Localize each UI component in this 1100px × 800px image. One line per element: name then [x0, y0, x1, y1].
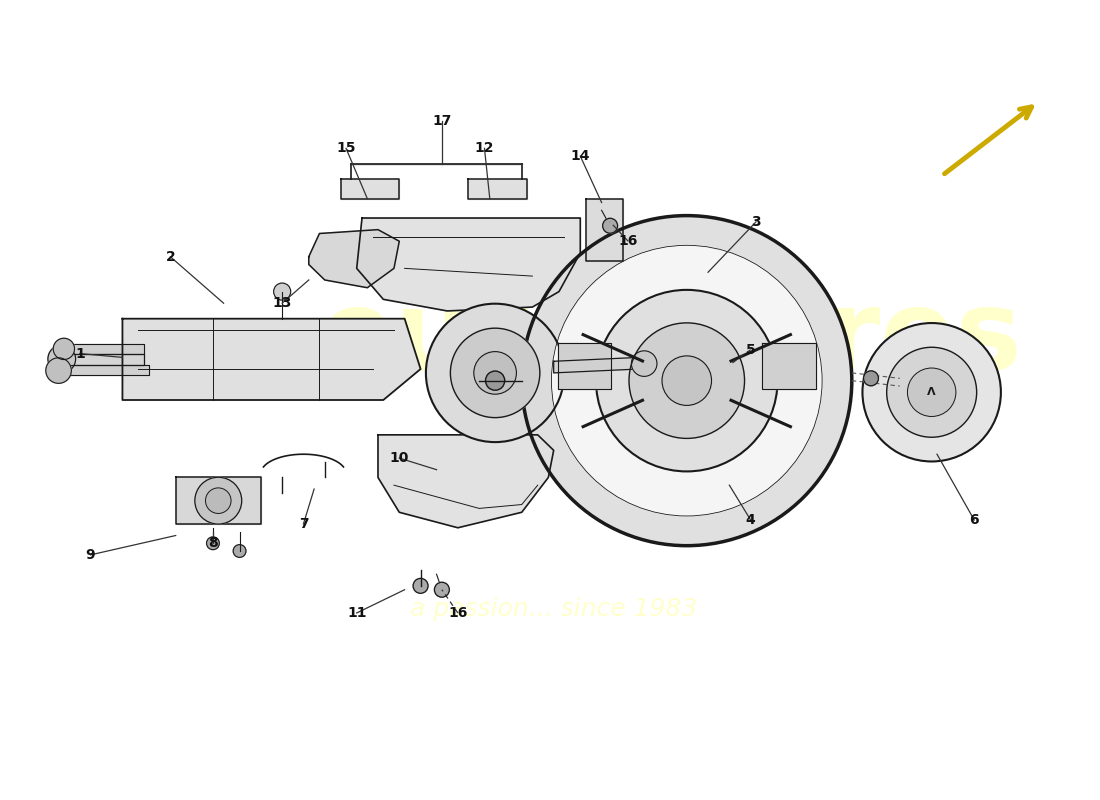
Polygon shape — [469, 179, 527, 198]
Circle shape — [631, 351, 657, 376]
Polygon shape — [69, 344, 144, 354]
Text: 10: 10 — [389, 451, 409, 465]
Circle shape — [629, 323, 745, 438]
Circle shape — [908, 368, 956, 417]
Circle shape — [233, 545, 246, 558]
Circle shape — [206, 488, 231, 514]
Circle shape — [596, 290, 778, 471]
Text: 9: 9 — [86, 548, 96, 562]
Polygon shape — [64, 354, 144, 365]
Polygon shape — [341, 179, 399, 198]
Text: 16: 16 — [618, 234, 638, 248]
Polygon shape — [762, 343, 816, 390]
Circle shape — [864, 371, 879, 386]
Text: 13: 13 — [273, 296, 292, 310]
Polygon shape — [585, 198, 623, 261]
Circle shape — [887, 347, 977, 438]
Circle shape — [414, 578, 428, 594]
Circle shape — [662, 356, 712, 406]
Text: a passion... since 1983: a passion... since 1983 — [410, 597, 697, 621]
Circle shape — [485, 371, 505, 390]
Circle shape — [195, 478, 242, 524]
Text: 8: 8 — [208, 536, 218, 550]
Circle shape — [48, 345, 76, 373]
Text: 16: 16 — [448, 606, 468, 620]
Circle shape — [434, 582, 449, 597]
Circle shape — [474, 352, 516, 394]
Text: 11: 11 — [346, 606, 366, 620]
Circle shape — [426, 304, 564, 442]
Text: 15: 15 — [337, 142, 355, 155]
Circle shape — [603, 218, 617, 234]
Text: 2: 2 — [165, 250, 175, 264]
Text: eurospares: eurospares — [319, 285, 1022, 391]
Polygon shape — [122, 318, 420, 400]
Circle shape — [521, 216, 851, 546]
Polygon shape — [309, 230, 399, 288]
Polygon shape — [558, 343, 612, 390]
Text: 1: 1 — [75, 346, 85, 361]
Text: 6: 6 — [969, 513, 979, 527]
Text: 3: 3 — [751, 215, 761, 229]
Text: 17: 17 — [432, 114, 452, 128]
Circle shape — [551, 246, 822, 516]
Circle shape — [207, 537, 219, 550]
Text: 4: 4 — [746, 513, 756, 527]
Text: 7: 7 — [298, 517, 308, 531]
Circle shape — [862, 323, 1001, 462]
Polygon shape — [176, 478, 261, 524]
Text: 5: 5 — [746, 342, 756, 357]
Text: Λ: Λ — [927, 387, 936, 398]
Circle shape — [53, 338, 75, 359]
Polygon shape — [553, 358, 639, 373]
Text: 14: 14 — [571, 149, 590, 163]
Circle shape — [450, 328, 540, 418]
Text: 12: 12 — [475, 142, 494, 155]
Circle shape — [46, 358, 72, 383]
Polygon shape — [378, 435, 553, 528]
Polygon shape — [356, 218, 581, 311]
Circle shape — [274, 283, 290, 300]
Polygon shape — [64, 365, 150, 375]
